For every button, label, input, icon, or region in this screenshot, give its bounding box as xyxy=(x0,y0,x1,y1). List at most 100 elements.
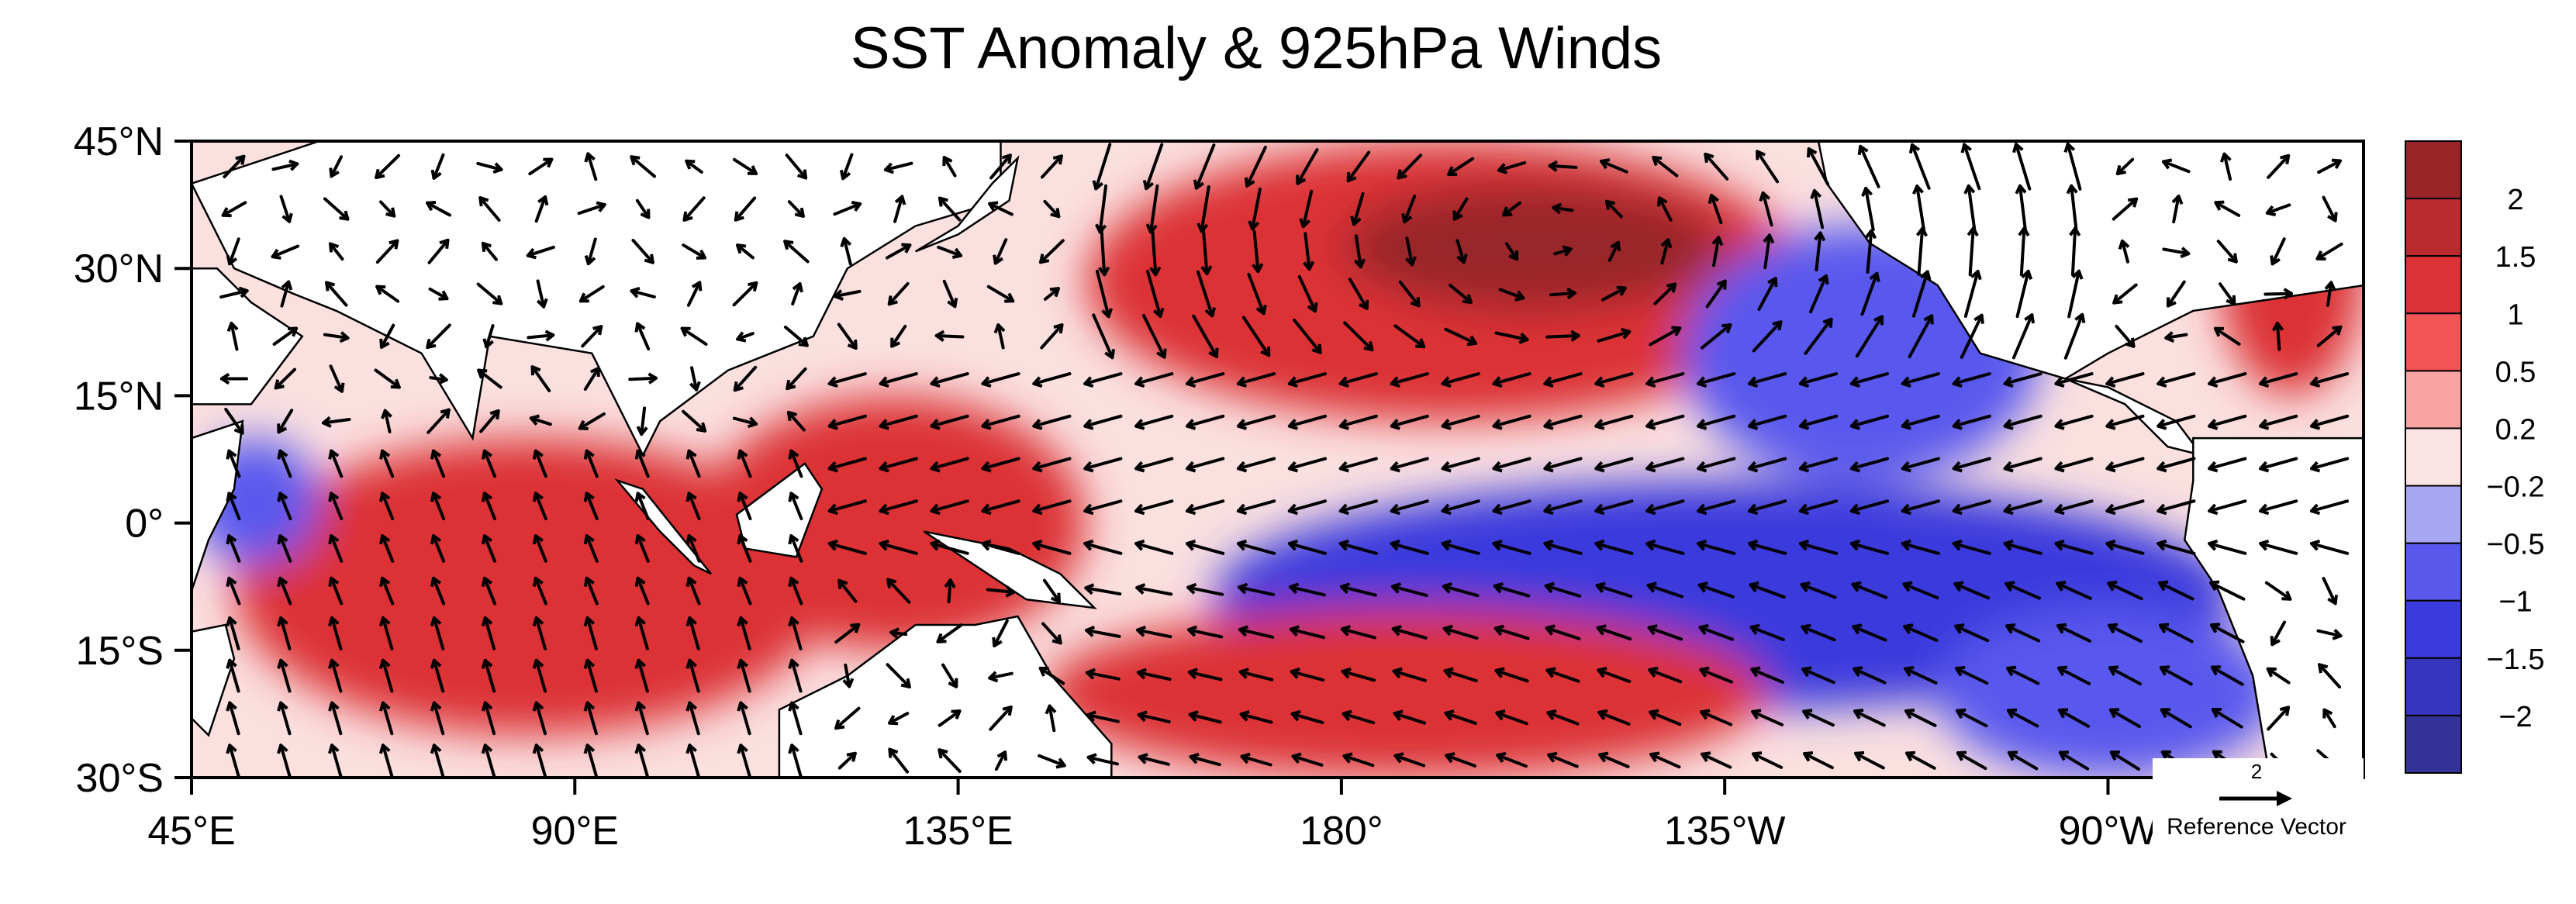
colorbar-label: −1 xyxy=(2498,586,2532,619)
colorbar-label: 1.5 xyxy=(2495,241,2536,274)
wind-vector xyxy=(583,576,599,606)
wind-vector xyxy=(1187,668,1223,681)
wind-vector xyxy=(1287,539,1328,555)
wind-vector xyxy=(1442,624,1479,640)
wind-vector xyxy=(1849,372,1889,388)
wind-vector xyxy=(1493,581,1531,598)
wind-vector xyxy=(2259,457,2298,473)
wind-vector xyxy=(886,243,912,260)
wind-vector xyxy=(685,159,703,174)
wind-vector xyxy=(1445,752,1477,768)
wind-vector xyxy=(786,410,806,432)
reference-vector-key: 2 Reference Vector xyxy=(2153,758,2364,844)
wind-vector xyxy=(578,412,606,430)
y-tick-label: 0° xyxy=(125,502,164,547)
wind-vector xyxy=(2105,372,2145,388)
wind-vector xyxy=(879,457,918,473)
wind-vector xyxy=(2162,247,2191,259)
wind-vector xyxy=(1748,372,1787,388)
wind-vector xyxy=(1145,184,1159,234)
wind-vector xyxy=(476,282,503,305)
wind-vector xyxy=(1134,499,1174,516)
wind-vector xyxy=(827,372,867,388)
wind-vector xyxy=(1236,372,1276,388)
wind-vector xyxy=(2271,321,2284,351)
wind-vector xyxy=(988,201,1013,216)
wind-vector xyxy=(1597,327,1632,343)
wind-vector xyxy=(685,744,700,778)
wind-vector xyxy=(1492,414,1531,430)
wind-vector xyxy=(827,499,867,516)
wind-vector xyxy=(686,281,703,307)
wind-vector xyxy=(1405,236,1417,267)
wind-vector xyxy=(428,287,449,301)
wind-vector xyxy=(481,534,496,563)
wind-vector xyxy=(2322,577,2339,606)
wind-vector xyxy=(1646,581,1683,599)
colorbar-label: −1.5 xyxy=(2486,643,2544,676)
wind-vector xyxy=(732,281,758,307)
wind-vector xyxy=(277,658,292,693)
colorbar-segment xyxy=(2405,427,2462,487)
wind-vector xyxy=(2267,706,2291,731)
wind-vector xyxy=(1134,372,1174,388)
wind-vector xyxy=(981,457,1020,473)
wind-vector xyxy=(378,658,394,693)
wind-vector xyxy=(1390,457,1429,473)
land-south-america xyxy=(2184,436,2364,778)
wind-vector xyxy=(1595,581,1633,599)
x-tick-label: 90°W xyxy=(2059,809,2158,854)
wind-vector xyxy=(221,201,247,218)
wind-vector xyxy=(481,492,496,521)
wind-vector xyxy=(1952,499,1991,516)
colorbar-segment xyxy=(2405,140,2462,200)
wind-vector xyxy=(277,449,292,478)
wind-vector xyxy=(840,236,852,266)
wind-vector xyxy=(685,492,701,521)
wind-vector xyxy=(1497,160,1527,174)
wind-vector xyxy=(1798,539,1839,555)
wind-vector xyxy=(2209,623,2245,643)
y-tick-label: 30°N xyxy=(74,247,164,292)
wind-vector xyxy=(482,324,495,349)
wind-vector xyxy=(1901,457,1940,473)
wind-vector xyxy=(1342,752,1375,768)
wind-vector xyxy=(1594,457,1634,473)
colorbar-segment xyxy=(2405,714,2462,775)
wind-vector xyxy=(1343,321,1374,352)
wind-vector xyxy=(1594,499,1634,516)
wind-vector xyxy=(1338,539,1378,555)
wind-vector xyxy=(1441,372,1480,388)
wind-vector xyxy=(634,322,651,351)
wind-vector xyxy=(584,237,597,266)
wind-vector xyxy=(2105,414,2145,430)
wind-vector xyxy=(1136,668,1172,681)
wind-vector xyxy=(993,323,1006,350)
wind-vector xyxy=(1289,625,1325,640)
wind-vector xyxy=(889,627,908,640)
wind-vector xyxy=(634,534,650,563)
wind-vector xyxy=(2309,414,2350,430)
wind-vector xyxy=(685,534,701,563)
wind-vector xyxy=(2208,414,2247,430)
wind-vector xyxy=(682,243,706,260)
wind-vector xyxy=(279,195,293,223)
wind-vector xyxy=(1549,287,1576,300)
wind-vector xyxy=(583,367,600,392)
wind-vector xyxy=(890,324,907,348)
wind-vector xyxy=(1134,457,1174,473)
wind-vector xyxy=(1287,457,1328,473)
wind-vector xyxy=(379,492,395,521)
wind-vector xyxy=(1952,414,1991,430)
wind-vector xyxy=(1239,709,1273,724)
wind-vector xyxy=(1649,326,1682,347)
wind-vector xyxy=(1853,666,1887,685)
wind-vector xyxy=(732,416,758,429)
wind-vector xyxy=(1545,667,1580,683)
wind-vector xyxy=(680,326,708,346)
wind-vector xyxy=(1032,372,1072,388)
wind-vector xyxy=(1956,750,1987,771)
wind-vector xyxy=(1442,582,1480,598)
wind-vector xyxy=(1763,233,1775,270)
wind-vector xyxy=(379,534,395,563)
